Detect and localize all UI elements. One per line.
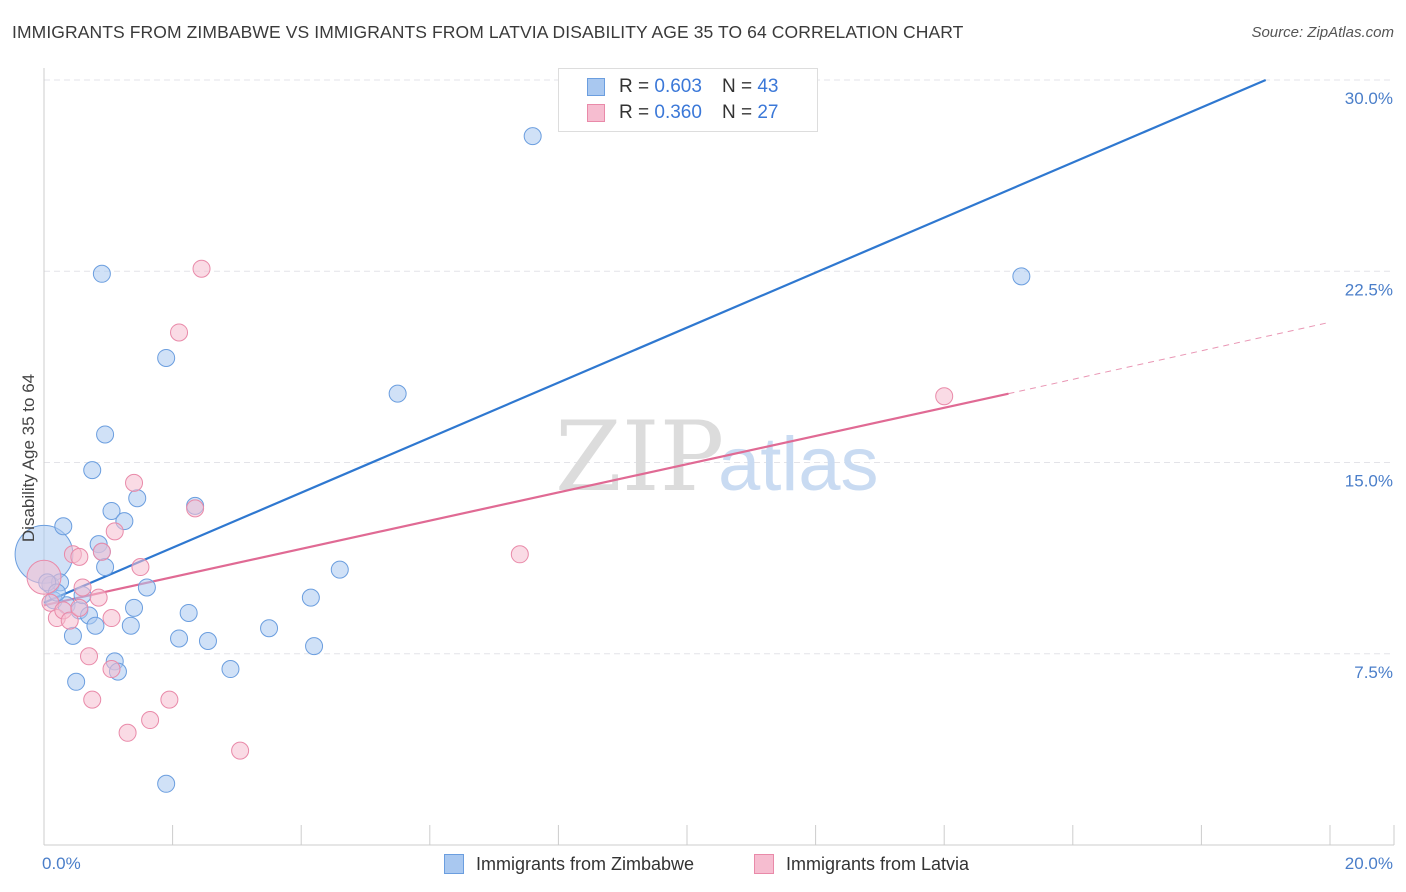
legend-row-latvia: R = 0.360 N = 27 bbox=[587, 101, 778, 125]
y-tick-label: 15.0% bbox=[1345, 472, 1393, 491]
point-zimbabwe bbox=[388, 384, 407, 403]
legend-swatch-latvia bbox=[587, 104, 605, 122]
point-zimbabwe bbox=[121, 616, 140, 635]
point-latvia bbox=[170, 323, 189, 342]
point-zimbabwe bbox=[179, 603, 198, 622]
point-zimbabwe bbox=[96, 425, 115, 444]
point-latvia bbox=[192, 259, 211, 278]
legend-swatch-zimbabwe bbox=[587, 78, 605, 96]
point-zimbabwe bbox=[137, 578, 156, 597]
bottom-legend-label-latvia: Immigrants from Latvia bbox=[786, 853, 970, 874]
point-latvia bbox=[102, 609, 121, 628]
point-zimbabwe bbox=[301, 588, 320, 607]
bottom-legend-zimbabwe: Immigrants from Zimbabwe bbox=[444, 852, 694, 876]
y-tick-label: 30.0% bbox=[1345, 89, 1393, 108]
point-zimbabwe bbox=[260, 619, 279, 638]
trendline-zimbabwe bbox=[43, 78, 1267, 604]
legend: R = 0.603 N = 43 R = 0.360 N = 27 bbox=[558, 68, 818, 132]
point-zimbabwe bbox=[170, 629, 189, 648]
legend-r-label: R = bbox=[619, 102, 650, 123]
point-latvia bbox=[83, 690, 102, 709]
point-zimbabwe bbox=[96, 558, 115, 577]
bottom-legend-swatch-zimbabwe bbox=[444, 854, 464, 874]
point-latvia bbox=[131, 558, 150, 577]
point-latvia bbox=[60, 611, 79, 630]
point-zimbabwe bbox=[330, 560, 349, 579]
point-latvia bbox=[92, 542, 111, 561]
trendlines bbox=[43, 78, 1331, 607]
point-zimbabwe bbox=[128, 489, 147, 508]
point-latvia bbox=[89, 588, 108, 607]
legend-n-label: N = bbox=[721, 76, 753, 97]
point-zimbabwe bbox=[1012, 267, 1031, 286]
point-zimbabwe bbox=[523, 127, 542, 146]
point-latvia bbox=[186, 499, 205, 518]
point-latvia bbox=[231, 741, 250, 760]
point-latvia bbox=[105, 522, 124, 541]
y-tick-label: 22.5% bbox=[1345, 280, 1393, 299]
watermark: ZIP atlas bbox=[555, 401, 879, 513]
y-tick-label: 7.5% bbox=[1354, 663, 1393, 682]
point-latvia bbox=[935, 387, 954, 406]
point-zimbabwe bbox=[83, 461, 102, 480]
bottom-legend-swatch-latvia bbox=[754, 854, 774, 874]
point-latvia bbox=[102, 660, 121, 679]
point-latvia bbox=[73, 578, 92, 597]
point-zimbabwe bbox=[125, 598, 144, 617]
point-zimbabwe bbox=[54, 517, 73, 536]
chart-title: IMMIGRANTS FROM ZIMBABWE VS IMMIGRANTS F… bbox=[12, 22, 964, 42]
point-zimbabwe bbox=[63, 626, 82, 645]
watermark-zip: ZIP bbox=[555, 401, 724, 513]
axes bbox=[43, 68, 1395, 846]
legend-n-value-latvia: 27 bbox=[757, 102, 779, 123]
point-latvia bbox=[125, 473, 144, 492]
point-latvia bbox=[510, 545, 529, 564]
point-zimbabwe bbox=[92, 264, 111, 283]
legend-r-value-zimbabwe: 0.603 bbox=[654, 76, 702, 97]
point-latvia bbox=[26, 559, 62, 595]
point-zimbabwe bbox=[305, 637, 324, 656]
point-zimbabwe bbox=[157, 774, 176, 793]
trendline-extension-latvia bbox=[1008, 321, 1331, 395]
legend-n-label: N = bbox=[721, 102, 753, 123]
legend-row-zimbabwe: R = 0.603 N = 43 bbox=[587, 75, 778, 99]
point-latvia bbox=[70, 598, 89, 617]
point-zimbabwe bbox=[221, 660, 240, 679]
scatter-points bbox=[14, 71, 1031, 793]
legend-n-value-zimbabwe: 43 bbox=[757, 76, 779, 97]
legend-r-value-latvia: 0.360 bbox=[654, 102, 702, 123]
point-latvia bbox=[141, 711, 160, 730]
legend-r-label: R = bbox=[619, 76, 650, 97]
source-label: Source: ZipAtlas.com bbox=[1251, 24, 1394, 41]
point-latvia bbox=[70, 547, 89, 566]
point-zimbabwe bbox=[157, 348, 176, 367]
point-zimbabwe bbox=[86, 616, 105, 635]
point-latvia bbox=[160, 690, 179, 709]
point-zimbabwe bbox=[67, 672, 86, 691]
point-zimbabwe bbox=[102, 501, 121, 520]
tick-labels: 7.5% 15.0% 22.5% 30.0% 0.0% 20.0% bbox=[42, 89, 1393, 873]
x-tick-label: 0.0% bbox=[42, 854, 81, 873]
point-zimbabwe bbox=[198, 632, 217, 650]
gridlines bbox=[44, 79, 1394, 655]
point-latvia bbox=[118, 723, 137, 742]
bottom-legend-latvia: Immigrants from Latvia bbox=[754, 852, 969, 876]
bottom-legend-label-zimbabwe: Immigrants from Zimbabwe bbox=[476, 853, 695, 874]
trendline-latvia bbox=[43, 392, 1009, 607]
x-tick-label: 20.0% bbox=[1345, 854, 1393, 873]
point-latvia bbox=[80, 647, 99, 666]
y-axis-label: Disability Age 35 to 64 bbox=[19, 374, 38, 542]
watermark-atlas: atlas bbox=[718, 422, 879, 507]
